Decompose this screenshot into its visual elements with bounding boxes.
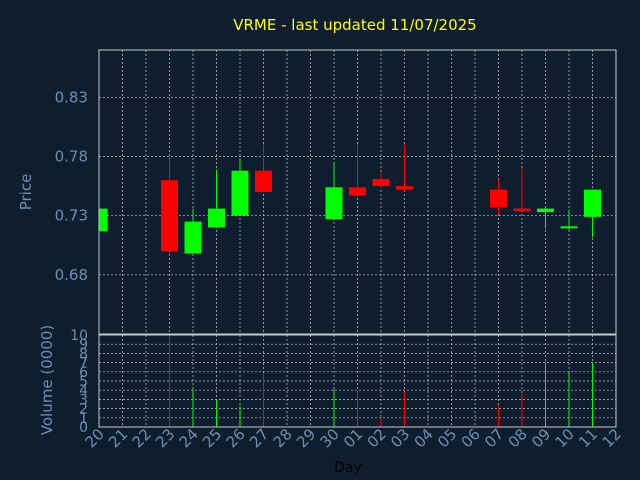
x-tick-label: 21 bbox=[105, 425, 131, 451]
volume-tick-label: 9 bbox=[79, 337, 88, 353]
x-tick-label: 28 bbox=[270, 425, 296, 451]
x-tick-label: 29 bbox=[293, 425, 319, 451]
price-tick-label: 0.78 bbox=[55, 148, 88, 166]
candle-body bbox=[99, 208, 108, 232]
price-grid bbox=[98, 50, 617, 334]
volume-tick-label: 10 bbox=[70, 328, 88, 344]
candle-body bbox=[560, 226, 578, 229]
volume-tick-label: 6 bbox=[79, 365, 88, 381]
x-tick-label: 04 bbox=[411, 425, 437, 451]
price-axis-label: Price bbox=[17, 174, 35, 211]
x-tick-label: 11 bbox=[575, 425, 601, 451]
volume-tick-label: 8 bbox=[79, 346, 88, 362]
candle-body bbox=[349, 187, 366, 196]
candle-body bbox=[513, 208, 531, 211]
volume-tick-label: 3 bbox=[79, 392, 88, 408]
volume-tick-label: 4 bbox=[79, 383, 88, 399]
x-tick-labels: 2021222324252627282930010203040506070809… bbox=[82, 425, 625, 451]
x-tick-label: 27 bbox=[246, 425, 272, 451]
x-tick-label: 23 bbox=[152, 425, 178, 451]
candle-body bbox=[255, 170, 272, 192]
x-axis-label: Day bbox=[334, 460, 362, 476]
x-tick-label: 09 bbox=[528, 425, 554, 451]
candle-body bbox=[584, 189, 601, 217]
price-tick-label: 0.73 bbox=[55, 207, 88, 225]
x-tick-label: 02 bbox=[364, 425, 390, 451]
x-tick-label: 07 bbox=[481, 425, 507, 451]
chart-title: VRME - last updated 11/07/2025 bbox=[233, 16, 476, 34]
candle-body bbox=[231, 170, 249, 216]
volume-tick-label: 2 bbox=[79, 402, 88, 418]
x-tick-label: 03 bbox=[387, 425, 413, 451]
candle-body bbox=[184, 221, 202, 254]
volume-plot-frame bbox=[98, 334, 617, 428]
candle-body bbox=[372, 178, 390, 187]
candle-body bbox=[490, 189, 507, 208]
candle-body bbox=[396, 186, 413, 190]
x-tick-label: 10 bbox=[552, 425, 578, 451]
candles-layer bbox=[98, 144, 601, 254]
volume-tick-label: 5 bbox=[79, 374, 88, 390]
volume-bars-layer bbox=[169, 335, 593, 427]
price-plot-frame bbox=[98, 49, 617, 335]
x-tick-label: 30 bbox=[317, 425, 343, 451]
x-tick-label: 05 bbox=[434, 425, 460, 451]
candle-body bbox=[325, 187, 343, 220]
price-tick-labels: 0.83 0.78 0.73 0.68 bbox=[55, 88, 88, 284]
x-tick-label: 24 bbox=[176, 425, 202, 451]
volume-tick-label: 1 bbox=[79, 411, 88, 427]
candle-body bbox=[161, 180, 178, 252]
x-tick-label: 12 bbox=[599, 425, 625, 451]
volume-tick-label: 0 bbox=[79, 420, 88, 436]
x-tick-label: 26 bbox=[223, 425, 249, 451]
candle-body bbox=[537, 208, 554, 213]
volume-axis-label: Volume (0000) bbox=[38, 325, 56, 435]
x-tick-label: 01 bbox=[340, 425, 366, 451]
volume-tick-label: 7 bbox=[79, 356, 88, 372]
candle-body bbox=[208, 208, 225, 228]
x-tick-label: 06 bbox=[458, 425, 484, 451]
price-tick-label: 0.83 bbox=[55, 88, 88, 106]
price-tick-label: 0.68 bbox=[55, 266, 88, 284]
x-tick-label: 08 bbox=[505, 425, 531, 451]
x-tick-label: 22 bbox=[129, 425, 155, 451]
x-tick-label: 25 bbox=[199, 425, 225, 451]
